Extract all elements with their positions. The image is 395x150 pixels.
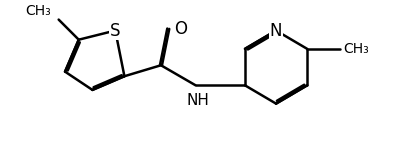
Text: N: N — [270, 22, 282, 40]
Text: CH₃: CH₃ — [26, 4, 51, 18]
Text: S: S — [110, 22, 120, 40]
Text: O: O — [174, 20, 187, 38]
Text: CH₃: CH₃ — [344, 42, 369, 56]
Text: NH: NH — [186, 93, 209, 108]
